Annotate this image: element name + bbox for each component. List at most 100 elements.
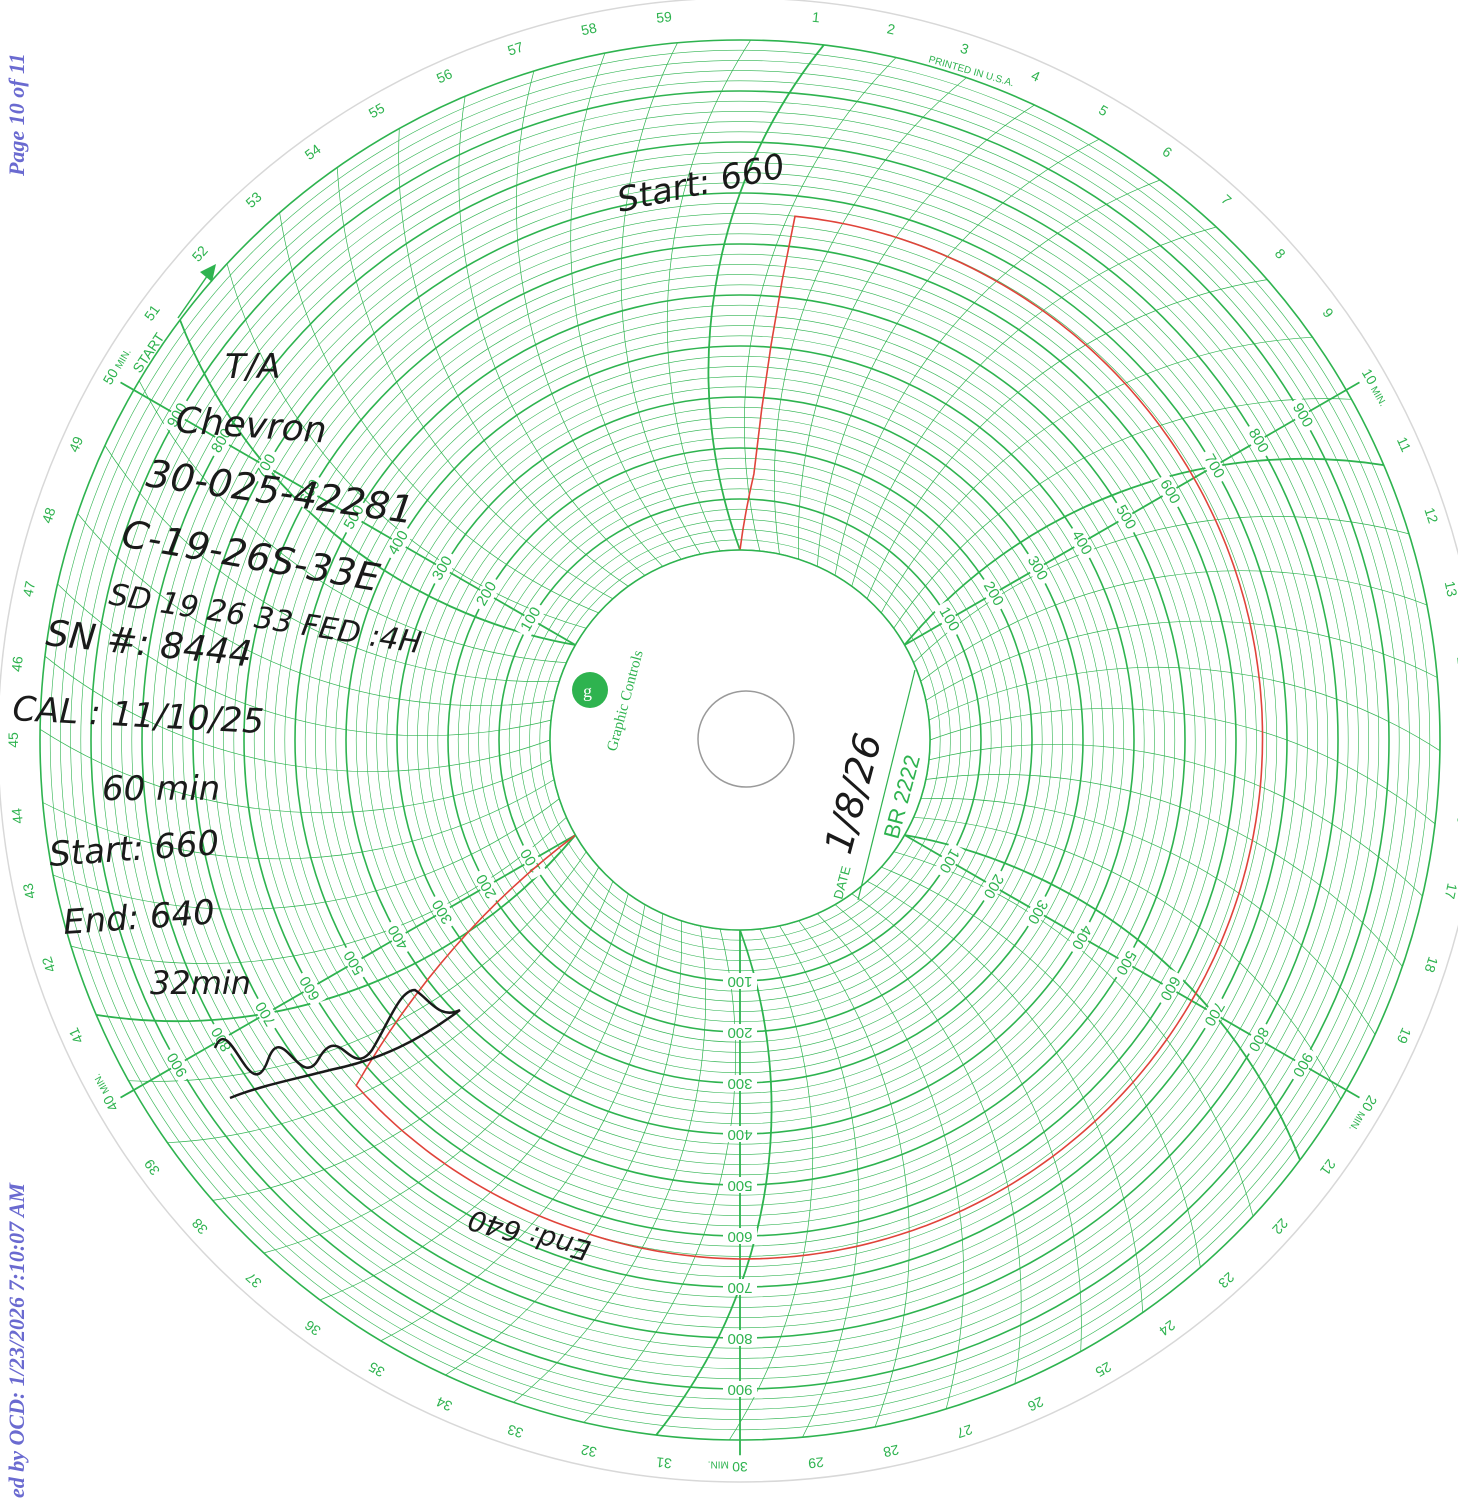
minute-label: 31 <box>655 1454 672 1472</box>
scale-label-bg <box>723 1075 757 1091</box>
scale-label: 500 <box>727 1177 752 1194</box>
minute-line <box>893 398 1352 629</box>
minute-line <box>77 513 555 706</box>
minute-line <box>666 39 751 552</box>
scale-label-bg <box>206 422 238 460</box>
signature <box>213 988 461 1100</box>
minute-line <box>707 44 825 551</box>
minute-line <box>743 57 897 552</box>
scale-label: 900 <box>727 1381 752 1398</box>
minute-line <box>458 96 646 576</box>
minute-line <box>279 212 599 614</box>
minute-line <box>513 925 706 1403</box>
scale-label-bg <box>1286 1045 1318 1084</box>
scale-label-bg <box>1109 943 1141 982</box>
minute-label: 35 <box>366 1359 388 1381</box>
minute-line <box>913 816 1342 1100</box>
minute-line <box>903 457 1384 646</box>
minute-line <box>226 263 587 629</box>
scale-label-bg <box>1198 447 1230 486</box>
scale-label-bg <box>723 1228 757 1244</box>
scale-label-bg <box>723 1126 757 1142</box>
minute-label: 50 <box>100 366 122 388</box>
scale-label-bg <box>933 600 965 639</box>
minute-label: 45 <box>5 732 21 748</box>
scale-label-bg <box>1154 969 1185 1007</box>
minute-line <box>583 928 737 1423</box>
minute-label: 59 <box>655 8 672 26</box>
minute-line <box>53 798 560 910</box>
minute-line <box>834 904 1022 1384</box>
scale-label-bg <box>1242 422 1274 460</box>
minute-line <box>319 904 646 1301</box>
minute-label: 10 <box>1359 366 1381 388</box>
minute-line <box>729 928 814 1441</box>
minute-label: 19 <box>1394 1025 1415 1046</box>
scale-label-bg <box>339 943 371 982</box>
center-hole <box>697 690 795 788</box>
minute-line <box>138 380 567 664</box>
minute-line <box>212 881 614 1201</box>
minute-line <box>570 53 682 560</box>
minute-line <box>128 851 587 1082</box>
scale-label-bg <box>1065 524 1097 562</box>
minute-line <box>39 729 552 814</box>
minute-label: 33 <box>505 1421 525 1441</box>
scale-label-bg <box>977 575 1009 613</box>
scale-label-bg <box>427 549 459 588</box>
minute-line <box>798 920 910 1427</box>
minute-line <box>336 167 614 600</box>
scale-label-bg <box>339 498 371 537</box>
minute-label: 49 <box>65 434 86 455</box>
scale-label-bg <box>515 600 547 639</box>
scale-label: 300 <box>727 1075 752 1092</box>
logo-glyph: g <box>583 681 592 701</box>
minute-line <box>655 929 773 1436</box>
scale-label-bg <box>1021 892 1053 931</box>
scale-label-bg <box>1242 1020 1274 1058</box>
minute-label: 58 <box>580 19 599 38</box>
minute-line <box>866 279 1268 599</box>
minute-label: 47 <box>19 579 38 598</box>
minute-line <box>904 834 1301 1161</box>
minute-line <box>96 834 577 1023</box>
note-elapsed: 32min <box>150 964 251 1002</box>
scale-label-bg <box>1198 994 1230 1033</box>
minute-line <box>398 128 629 587</box>
minute-line <box>57 583 552 737</box>
minute-label: 26 <box>1025 1394 1046 1415</box>
scale-label-bg <box>1154 473 1185 511</box>
note-ta: T/A <box>225 347 280 387</box>
minute-label: 34 <box>434 1394 455 1415</box>
scale-label-bg <box>250 447 282 486</box>
minute-label: 41 <box>65 1025 86 1046</box>
scale-label: 800 <box>727 1330 752 1347</box>
scale-label-bg <box>933 841 965 880</box>
minute-line <box>866 880 1144 1313</box>
scale-label-bg <box>1109 498 1141 537</box>
start-arrow-head <box>200 264 216 282</box>
scale-label: 200 <box>727 1024 752 1041</box>
minute-line <box>774 77 967 555</box>
scale-label-bg <box>723 1177 757 1193</box>
scale-label-bg <box>162 396 194 435</box>
scale-label-bg <box>977 867 1009 905</box>
minute-label: 2 <box>886 20 897 37</box>
minute-line <box>880 336 1313 614</box>
minute-label: 25 <box>1093 1359 1115 1381</box>
minute-label: 42 <box>38 955 58 975</box>
scale-label-bg <box>427 892 459 931</box>
scale-label-bg <box>383 524 415 562</box>
minute-line <box>834 179 1161 576</box>
minute-line <box>928 666 1441 751</box>
minute-label: 27 <box>955 1421 975 1441</box>
minute-label: 40 <box>99 1093 121 1115</box>
minute-line <box>928 743 1423 897</box>
minute-line <box>516 70 663 567</box>
minute-line <box>851 893 1082 1352</box>
scale-label-bg <box>515 841 547 880</box>
minute-line <box>925 620 1438 701</box>
minute-label: 16 <box>1454 807 1458 824</box>
minute-label: 17 <box>1442 882 1458 901</box>
